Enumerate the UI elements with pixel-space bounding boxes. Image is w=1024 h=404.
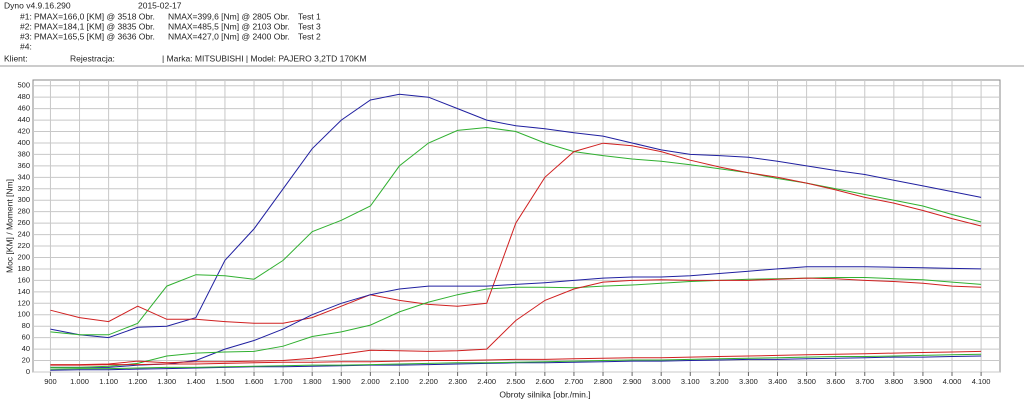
run-id: #3:	[20, 31, 32, 41]
x-tick-label: 2.000	[361, 377, 380, 386]
x-tick-label: 3.800	[884, 377, 903, 386]
run-name: Test 1	[298, 11, 321, 21]
y-tick-label: 120	[17, 298, 30, 307]
y-tick-label: 80	[22, 321, 30, 330]
x-tick-label: 1.800	[303, 377, 322, 386]
y-tick-label: 480	[17, 92, 30, 101]
run-pmax: PMAX=166,0 [KM] @ 3518 Obr.	[34, 11, 155, 21]
x-tick-label: 2.500	[506, 377, 525, 386]
data-line	[50, 350, 982, 366]
x-tick-label: 3.900	[914, 377, 933, 386]
x-tick-label: 2.200	[419, 377, 438, 386]
x-tick-label: 3.300	[739, 377, 758, 386]
date: 2015-02-17	[138, 0, 182, 10]
run-name: Test 3	[298, 21, 321, 31]
x-tick-label: 4.000	[943, 377, 962, 386]
y-tick-label: 320	[17, 184, 30, 193]
x-tick-label: 1.000	[70, 377, 89, 386]
y-tick-label: 180	[17, 264, 30, 273]
data-line	[50, 142, 982, 324]
run-id: #1:	[20, 11, 32, 21]
y-tick-label: 380	[17, 149, 30, 158]
y-tick-label: 280	[17, 207, 30, 216]
y-tick-label: 340	[17, 172, 30, 181]
run-name: Test 2	[298, 31, 321, 41]
x-tick-label: 1.700	[274, 377, 293, 386]
data-line	[50, 93, 982, 339]
run-pmax: PMAX=165,5 [KM] @ 3636 Obr.	[34, 31, 155, 41]
run-nmax: NMAX=399,6 [Nm] @ 2805 Obr.	[168, 11, 290, 21]
x-tick-label: 1.300	[157, 377, 176, 386]
registration-label: Rejestracja:	[70, 53, 115, 63]
data-line	[50, 353, 982, 370]
x-tick-label: 2.700	[565, 377, 584, 386]
data-line	[50, 126, 982, 336]
x-tick-label: 1.100	[99, 377, 118, 386]
app-title: Dyno v4.9.16.290	[4, 0, 71, 10]
y-tick-label: 260	[17, 218, 30, 227]
y-tick-label: 20	[22, 356, 30, 365]
data-line	[50, 266, 982, 368]
y-tick-label: 460	[17, 104, 30, 113]
run-nmax: NMAX=427,0 [Nm] @ 2400 Obr.	[168, 31, 290, 41]
y-tick-label: 0	[26, 367, 30, 376]
run-id: #2:	[20, 21, 32, 31]
vehicle-info: | Marka: MITSUBISHI | Model: PAJERO 3,2T…	[162, 53, 367, 63]
run-nmax: NMAX=485,5 [Nm] @ 2103 Obr.	[168, 21, 290, 31]
y-tick-label: 400	[17, 138, 30, 147]
y-tick-label: 500	[17, 81, 30, 90]
y-tick-label: 160	[17, 275, 30, 284]
x-tick-label: 1.500	[216, 377, 235, 386]
x-tick-label: 2.100	[390, 377, 409, 386]
client-label: Klient:	[4, 53, 28, 63]
x-tick-label: 3.000	[652, 377, 671, 386]
y-tick-label: 300	[17, 195, 30, 204]
y-tick-label: 420	[17, 127, 30, 136]
data-line	[50, 277, 982, 366]
y-tick-label: 100	[17, 310, 30, 319]
run-id: #4:	[20, 41, 32, 51]
x-tick-label: 3.200	[710, 377, 729, 386]
plot-area	[32, 79, 1001, 373]
y-tick-label: 40	[22, 344, 30, 353]
x-tick-label: 2.800	[594, 377, 613, 386]
x-tick-label: 900	[44, 377, 57, 386]
x-tick-label: 1.900	[332, 377, 351, 386]
x-tick-label: 1.400	[186, 377, 205, 386]
x-tick-label: 1.600	[245, 377, 264, 386]
x-tick-label: 2.600	[535, 377, 554, 386]
y-tick-label: 360	[17, 161, 30, 170]
x-tick-label: 4.100	[972, 377, 991, 386]
y-tick-label: 220	[17, 241, 30, 250]
x-tick-label: 2.300	[448, 377, 467, 386]
x-axis-label: Obroty silnika [obr./min.]	[499, 389, 590, 399]
y-axis-label: Moc [KM] / Moment [Nm]	[4, 179, 14, 273]
x-tick-label: 1.200	[128, 377, 147, 386]
y-tick-label: 240	[17, 230, 30, 239]
y-tick-label: 440	[17, 115, 30, 124]
data-line	[50, 277, 982, 368]
x-tick-label: 3.700	[855, 377, 874, 386]
x-tick-label: 3.600	[826, 377, 845, 386]
x-tick-label: 3.100	[681, 377, 700, 386]
x-tick-label: 3.400	[768, 377, 787, 386]
x-tick-label: 2.400	[477, 377, 496, 386]
x-tick-label: 2.900	[623, 377, 642, 386]
run-pmax: PMAX=184,1 [KM] @ 3835 Obr.	[34, 21, 155, 31]
y-tick-label: 200	[17, 252, 30, 261]
y-tick-label: 60	[22, 333, 30, 342]
x-tick-label: 3.500	[797, 377, 816, 386]
y-tick-label: 140	[17, 287, 30, 296]
